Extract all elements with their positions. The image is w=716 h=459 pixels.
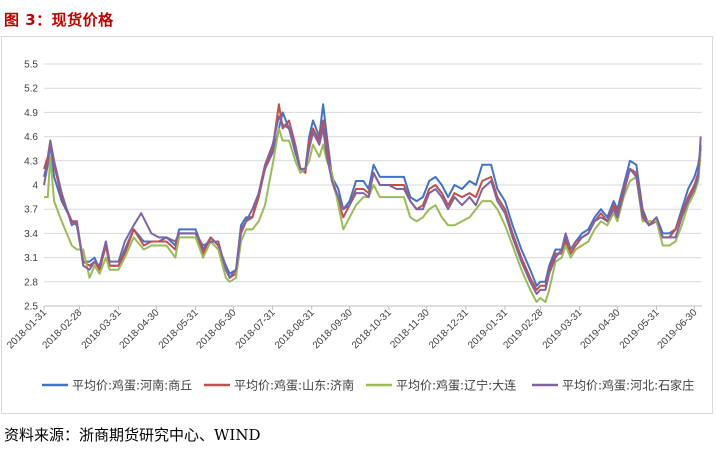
series-line-3 — [44, 127, 702, 303]
legend: 平均价:鸡蛋:河南:商丘 平均价:鸡蛋:山东:济南 平均价:鸡蛋:辽宁:大连 平均价:… — [42, 378, 694, 393]
x-tick-label: 2018-07-31 — [234, 307, 278, 351]
x-tick-label: 2018-09-30 — [311, 307, 355, 351]
x-tick-label: 2019-03-31 — [541, 307, 585, 351]
legend-label: 平均价:鸡蛋:河北:石家庄 — [562, 378, 694, 393]
chart-title: 图 3：现货价格 — [4, 11, 114, 29]
x-tick-label: 2018-08-31 — [273, 307, 317, 351]
x-tick-label: 2019-06-30 — [656, 307, 700, 351]
x-tick-label: 2019-05-31 — [618, 307, 662, 351]
y-axis: 2.5 2.8 3.1 3.4 3.7 4 4.3 4.6 4.9 5.2 5.5 — [24, 60, 38, 313]
y-tick-label: 2.8 — [24, 277, 38, 288]
y-tick-label: 4.3 — [24, 156, 38, 167]
x-tick-label: 2018-10-31 — [350, 307, 394, 351]
source-note: 资料来源：浙商期货研究中心、WIND — [4, 426, 261, 444]
y-tick-label: 3.7 — [24, 205, 38, 216]
x-tick-label: 2018-04-30 — [118, 307, 162, 351]
x-tick-label: 2019-04-30 — [579, 307, 623, 351]
x-tick-label: 2018-05-31 — [157, 307, 201, 351]
y-tick-label: 2.5 — [24, 302, 38, 313]
y-tick-label: 5.5 — [24, 60, 38, 71]
chart-frame — [1, 36, 713, 414]
series-line-1 — [43, 103, 702, 287]
y-tick-label: 5.2 — [24, 84, 38, 95]
legend-label: 平均价:鸡蛋:河南:商丘 — [72, 378, 192, 393]
y-tick-label: 3.4 — [24, 229, 38, 240]
series-line-2 — [43, 103, 702, 291]
y-tick-label: 4 — [32, 181, 38, 192]
legend-label: 平均价:鸡蛋:辽宁:大连 — [396, 378, 516, 393]
series-line-4 — [43, 115, 702, 295]
series-lines — [43, 103, 702, 303]
y-tick-label: 3.1 — [24, 253, 38, 264]
gridlines — [44, 63, 702, 307]
legend-label: 平均价:鸡蛋:山东:济南 — [234, 378, 354, 393]
x-axis: 2018-01-312018-02-282018-03-312018-04-30… — [5, 305, 702, 351]
x-tick-label: 2018-11-30 — [388, 307, 432, 351]
y-tick-label: 4.6 — [24, 132, 38, 143]
x-tick-label: 2018-12-31 — [427, 307, 471, 351]
x-tick-label: 2018-06-30 — [195, 307, 239, 351]
y-tick-label: 4.9 — [24, 108, 38, 119]
